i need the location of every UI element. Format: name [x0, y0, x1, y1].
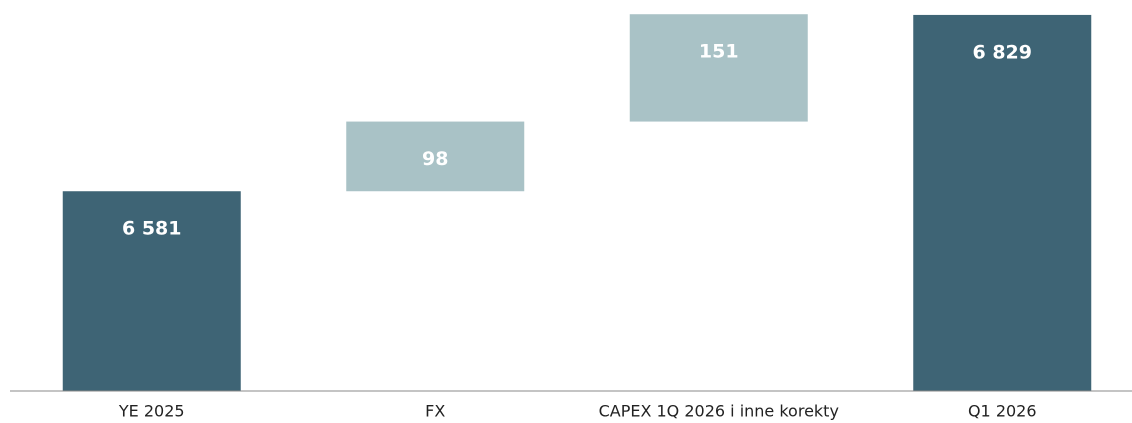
- value-label: 6 829: [973, 41, 1033, 63]
- bar: [913, 14, 1092, 392]
- bar: [346, 121, 525, 192]
- value-label: 151: [699, 41, 739, 63]
- x-tick-label: CAPEX 1Q 2026 i inne korekty: [599, 402, 839, 421]
- bar: [629, 14, 808, 122]
- value-label: 98: [422, 148, 448, 170]
- value-label: 6 581: [122, 218, 182, 240]
- bar: [62, 191, 241, 391]
- x-tick-label: YE 2025: [118, 402, 185, 421]
- x-tick-label: Q1 2026: [968, 402, 1037, 421]
- x-tick-label: FX: [425, 402, 445, 421]
